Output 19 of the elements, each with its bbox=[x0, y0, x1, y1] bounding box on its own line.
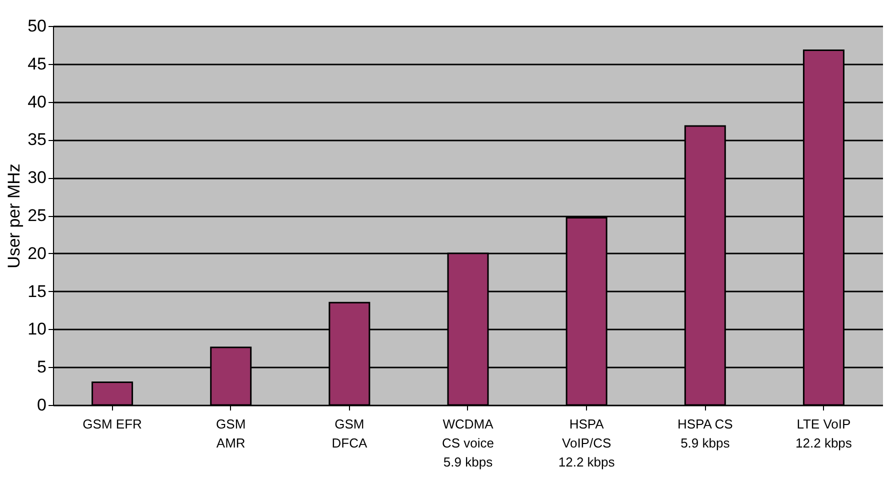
y-tick-label: 5 bbox=[37, 358, 46, 377]
y-tick-label: 30 bbox=[28, 168, 46, 188]
y-tick-label: 20 bbox=[28, 244, 46, 263]
y-tick-label: 0 bbox=[37, 396, 46, 414]
y-tick-label: 15 bbox=[28, 282, 46, 301]
x-tick-label: HSPA CS 5.9 kbps bbox=[677, 416, 734, 450]
x-tick-label: GSM EFR bbox=[82, 416, 142, 432]
y-axis-title: User per MHz bbox=[4, 164, 24, 268]
y-tick-label: 40 bbox=[28, 92, 46, 112]
x-tick-label: HSPA VoIP/CS 12.2 kbps bbox=[558, 416, 616, 470]
x-tick-label: WCDMA CS voice 5.9 kbps bbox=[442, 416, 494, 470]
x-tick-label: GSM AMR bbox=[216, 416, 246, 450]
y-tick-label: 10 bbox=[28, 320, 46, 339]
x-tick-label: LTE VoIP 12.2 kbps bbox=[796, 416, 852, 450]
y-tick-label: 25 bbox=[28, 206, 46, 225]
x-tick-label: GSM DFCA bbox=[332, 416, 368, 450]
y-tick-label: 35 bbox=[28, 130, 46, 150]
y-tick-label: 45 bbox=[28, 54, 46, 74]
y-tick-label: 50 bbox=[28, 16, 46, 36]
